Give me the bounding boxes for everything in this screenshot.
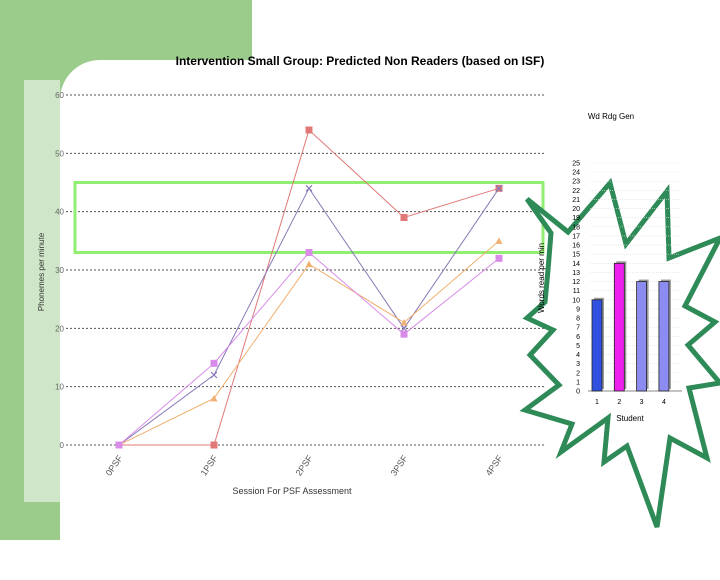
bar-y-tick-label: 11 [573,288,580,295]
bar-chart-y-ticks: 0123456789101112131415161718192021222324… [572,161,580,396]
series-point [210,359,218,367]
bar-y-tick-label: 17 [572,233,580,240]
bar-y-tick-label: 6 [576,334,580,341]
series-point [305,184,313,192]
series-point [305,249,313,256]
x-tick-label: 2PSF [294,453,315,478]
line-chart-x-ticks: 0PSF 1PSF 2PSF 3PSF 4PSF [104,453,505,478]
series-point [305,260,313,268]
bar-y-tick-label: 16 [572,243,580,250]
series-point [305,126,313,134]
line-chart-grid [66,94,545,446]
bar-chart-x-ticks: 1 2 3 4 [595,399,666,406]
x-tick-label: 0PSF [104,453,125,478]
background-green-strip [24,80,60,502]
bar-y-tick-label: 12 [572,279,580,286]
series-point [210,371,218,379]
bar-y-tick-label: 13 [572,270,580,277]
bar-chart-grid [588,162,682,392]
y-tick-label: 30 [55,266,64,275]
bar-y-tick-label: 4 [576,352,580,359]
line-chart-series [115,126,503,449]
y-tick-label: 40 [55,208,64,217]
y-tick-label: 50 [55,149,64,158]
bar-y-tick-label: 20 [572,206,580,213]
bar-y-tick-label: 25 [572,161,580,168]
bar-x-tick-label: 3 [640,399,644,406]
line-chart-x-axis-label: Session For PSF Assessment [232,486,352,496]
series-line [119,129,500,446]
bar-y-tick-label: 3 [576,361,580,368]
bar-y-tick-label: 23 [572,179,580,186]
bar-chart-title: Wd Rdg Gen [588,112,634,121]
bar [636,281,647,392]
line-chart-y-axis-label: Phonemes per minute [37,232,46,311]
series-point [210,394,218,402]
bar-y-tick-label: 2 [576,370,580,377]
highlight-band [73,181,545,254]
series-point [115,441,123,449]
line-chart-y-ticks: 0 10 20 30 40 50 60 [55,91,64,450]
series-point [400,319,408,326]
bar-chart-bars [591,261,671,392]
series-point [495,184,503,192]
x-tick-label: 1PSF [199,453,220,478]
bar-y-tick-label: 15 [572,252,580,259]
bar-y-tick-label: 14 [572,261,580,268]
bar-y-tick-label: 0 [576,389,580,396]
bar-y-tick-label: 5 [576,343,580,350]
bar-chart-y-axis-label: Words read per min [537,243,546,313]
bar-x-tick-label: 1 [595,399,599,406]
bar-y-tick-label: 18 [572,224,580,231]
y-tick-label: 0 [60,441,65,450]
series-line [118,187,500,446]
bar-x-tick-label: 4 [662,399,666,406]
bar-y-tick-label: 21 [572,197,580,204]
bar-y-tick-label: 8 [576,316,580,323]
line-chart: Intervention Small Group: Predicted Non … [37,54,545,496]
bar-y-tick-label: 9 [576,306,580,313]
bar-y-tick-label: 7 [576,325,580,332]
series-point [400,214,408,221]
series-line [118,251,500,446]
line-chart-title: Intervention Small Group: Predicted Non … [176,54,545,68]
bar-chart: Wd Rdg Gen 01234567891011121314151617181… [537,112,682,423]
x-tick-label: 4PSF [484,453,505,478]
x-tick-label: 3PSF [389,453,410,478]
series-point [210,441,218,449]
bar-y-tick-label: 22 [572,188,580,195]
y-tick-label: 10 [55,383,64,392]
series-point [400,324,408,332]
bar [613,262,625,392]
bar-x-tick-label: 2 [617,399,621,406]
series-point [400,330,408,338]
series-point [495,237,503,244]
bar-y-tick-label: 24 [572,170,580,177]
bar-y-tick-label: 1 [576,379,580,386]
bar [658,281,670,392]
y-tick-label: 20 [55,324,64,333]
bar-chart-x-axis-label: Student [616,414,644,423]
bar-y-tick-label: 10 [572,297,580,304]
series-point [495,254,503,262]
bar-y-tick-label: 19 [572,215,580,222]
chart-canvas: Intervention Small Group: Predicted Non … [37,54,720,528]
y-tick-label: 60 [55,91,64,100]
bar [591,299,603,392]
